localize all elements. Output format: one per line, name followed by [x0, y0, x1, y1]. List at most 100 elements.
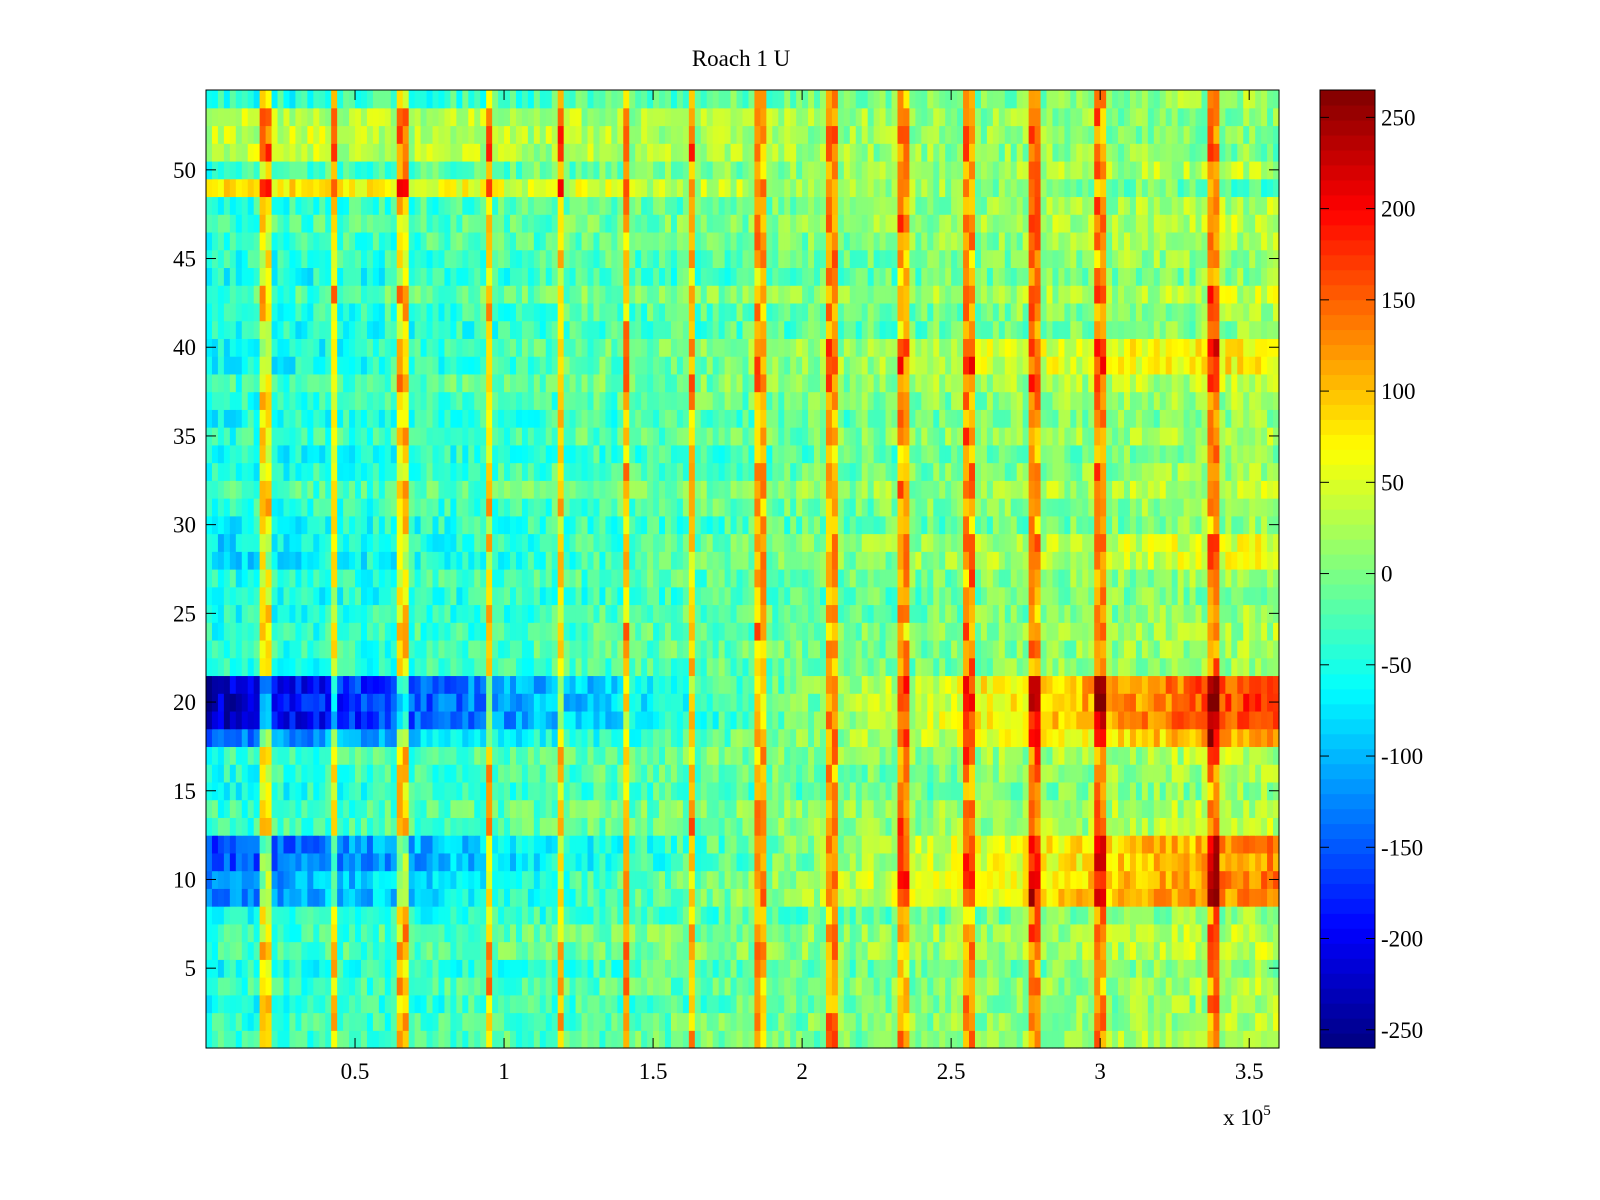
heatmap-cell [372, 764, 380, 783]
heatmap-cell [265, 977, 273, 996]
heatmap-cell [1129, 728, 1137, 748]
heatmap-cell [778, 799, 785, 818]
heatmap-cell [1147, 728, 1155, 748]
heatmap-cell [837, 639, 845, 659]
heatmap-cell [1064, 781, 1071, 801]
heatmap-cell [468, 710, 475, 730]
heatmap-cell [808, 852, 815, 872]
heatmap-cell [1177, 746, 1185, 765]
heatmap-cell [736, 622, 744, 641]
heatmap-cell [635, 764, 642, 783]
heatmap-cell [682, 799, 690, 818]
heatmap-cell [253, 622, 261, 641]
heatmap-cell [1171, 852, 1179, 872]
heatmap-cell [629, 728, 636, 748]
heatmap-cell [873, 994, 881, 1014]
heatmap-cell [867, 1012, 875, 1031]
heatmap-cell [951, 941, 958, 960]
heatmap-cell [1147, 586, 1155, 606]
heatmap-cell [784, 799, 791, 818]
heatmap-cell [778, 639, 785, 659]
heatmap-cell [1028, 728, 1036, 748]
heatmap-cell [849, 888, 857, 907]
heatmap-cell [754, 675, 761, 694]
heatmap-cell [1147, 906, 1155, 925]
heatmap-cell [897, 1012, 905, 1031]
heatmap-cell [217, 604, 225, 623]
heatmap-cell [444, 764, 451, 783]
heatmap-cell [605, 906, 612, 925]
heatmap-cell [396, 693, 404, 712]
heatmap-cell [903, 728, 911, 748]
heatmap-cell [349, 710, 356, 730]
heatmap-cell [456, 923, 463, 943]
heatmap-cell [366, 710, 374, 730]
heatmap-cell [1129, 781, 1137, 801]
heatmap-cell [712, 639, 720, 659]
heatmap-cell [647, 906, 654, 925]
heatmap-cell [563, 959, 571, 978]
heatmap-cell [1201, 923, 1209, 943]
heatmap-cell [700, 764, 708, 783]
heatmap-cell [748, 977, 756, 996]
heatmap-cell [945, 639, 952, 659]
heatmap-cell [963, 835, 970, 854]
heatmap-cell [891, 977, 899, 996]
heatmap-cell [1231, 835, 1238, 854]
heatmap-cell [247, 622, 255, 641]
heatmap-cell [903, 799, 911, 818]
heatmap-cell [557, 817, 565, 836]
heatmap-cell [837, 569, 845, 588]
heatmap-cell [659, 728, 666, 748]
heatmap-cell [533, 710, 541, 730]
heatmap-cell [802, 675, 809, 694]
heatmap-cell [402, 622, 410, 641]
heatmap-cell [778, 923, 785, 943]
heatmap-cell [355, 941, 362, 960]
heatmap-cell [748, 586, 756, 606]
heatmap-cell [921, 994, 928, 1014]
heatmap-cell [915, 622, 922, 641]
heatmap-cell [1171, 693, 1179, 712]
heatmap-cell [402, 977, 410, 996]
heatmap-cell [1058, 657, 1065, 677]
heatmap-cell [1213, 870, 1220, 889]
heatmap-cell [396, 817, 404, 836]
heatmap-cell [670, 728, 678, 748]
heatmap-cell [426, 870, 434, 889]
heatmap-cell [1231, 799, 1238, 818]
heatmap-cell [796, 799, 803, 818]
heatmap-cell [1052, 799, 1060, 818]
heatmap-cell [772, 959, 779, 978]
heatmap-cell [986, 888, 994, 907]
heatmap-cell [682, 906, 690, 925]
heatmap-cell [951, 1030, 958, 1049]
heatmap-cell [420, 852, 428, 872]
heatmap-cell [235, 728, 243, 748]
heatmap-cell [557, 551, 565, 570]
heatmap-cell [1016, 728, 1024, 748]
heatmap-cell [265, 569, 273, 588]
heatmap-cell [617, 799, 624, 818]
heatmap-cell [1273, 977, 1280, 996]
heatmap-cell [873, 923, 881, 943]
heatmap-cell [319, 586, 326, 606]
heatmap-cell [253, 728, 261, 748]
heatmap-cell [372, 693, 380, 712]
heatmap-cell [1153, 657, 1161, 677]
heatmap-cell [861, 551, 869, 570]
heatmap-cell [307, 764, 314, 783]
heatmap-cell [1141, 817, 1149, 836]
heatmap-cell [670, 1030, 678, 1049]
heatmap-cell [706, 657, 714, 677]
heatmap-cell [569, 746, 577, 765]
heatmap-cell [748, 1030, 756, 1049]
heatmap-cell [1016, 746, 1024, 765]
heatmap-cell [915, 639, 922, 659]
heatmap-cell [700, 977, 708, 996]
heatmap-cell [921, 799, 928, 818]
heatmap-cell [355, 675, 362, 694]
heatmap-cell [587, 870, 595, 889]
heatmap-cell [206, 923, 213, 943]
heatmap-cell [980, 586, 988, 606]
